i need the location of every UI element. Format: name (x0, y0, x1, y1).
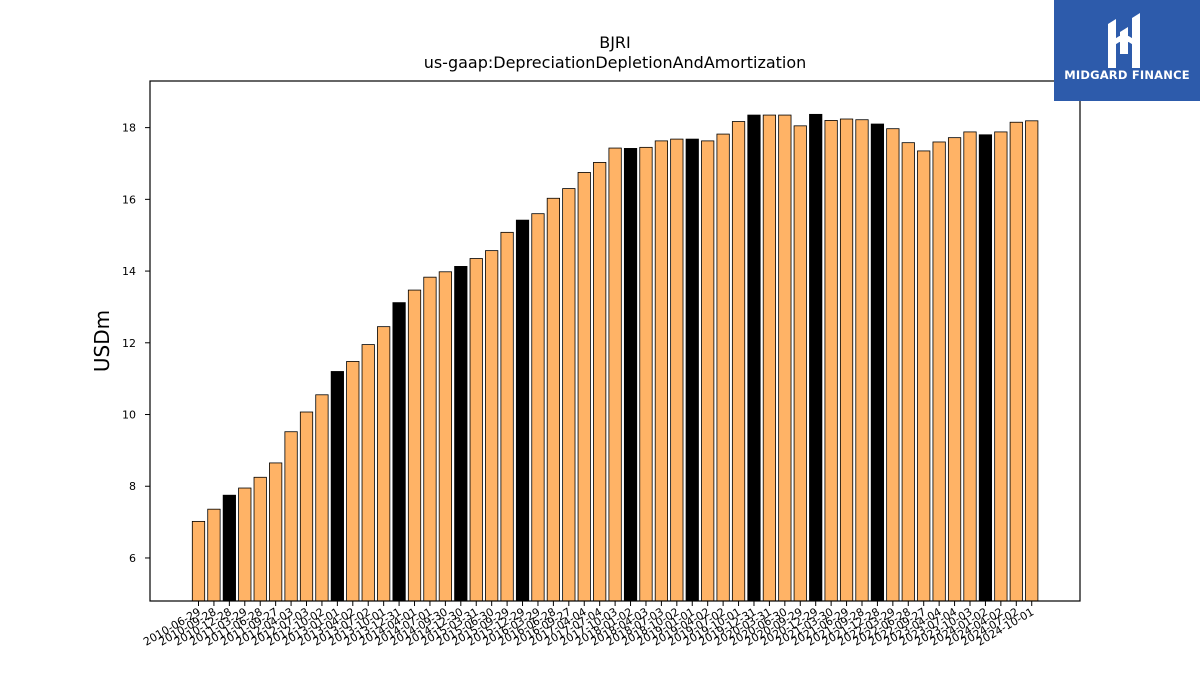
y-tick-label: 12 (122, 337, 136, 350)
bar-2010-06-29 (191, 520, 206, 602)
bar-2021-06-29 (839, 118, 854, 602)
bar-2015-06-30 (485, 250, 499, 602)
bar-2017-10-03 (608, 147, 622, 602)
bar-2018-07-03 (654, 140, 669, 602)
bar-2022-03-29 (886, 128, 900, 602)
x-axis: 2010-06-292010-09-282010-12-282011-03-29… (141, 601, 1036, 649)
bar-2018-01-02 (623, 148, 638, 602)
bar-2013-12-31 (392, 302, 406, 602)
bar-2022-09-27 (917, 150, 931, 602)
bar-2012-04-03 (284, 431, 298, 602)
y-tick-label: 14 (122, 265, 136, 278)
y-tick-label: 8 (129, 480, 136, 493)
bar-2013-04-02 (346, 361, 360, 602)
bar-2020-06-30 (778, 114, 792, 602)
bar-2014-12-30 (454, 266, 468, 602)
bar-2010-09-28 (207, 508, 221, 602)
bar-2012-07-03 (299, 411, 314, 602)
midgard-m-logo-icon (1108, 13, 1140, 68)
bar-2019-12-31 (747, 114, 761, 602)
chart-title: BJRI (599, 33, 631, 52)
bar-2022-06-28 (901, 142, 915, 602)
y-tick-label: 16 (122, 193, 136, 206)
bar-2024-10-01 (1025, 120, 1039, 602)
chart-subtitle: us-gaap:DepreciationDepletionAndAmortiza… (424, 53, 807, 72)
y-tick-label: 6 (129, 552, 136, 565)
bar-2019-01-01 (685, 138, 699, 602)
bar-2024-01-02 (978, 134, 993, 602)
bar-2020-03-31 (762, 114, 777, 602)
bar-2010-12-28 (222, 494, 236, 602)
bar-2021-12-28 (870, 123, 885, 602)
bar-2021-03-30 (824, 120, 838, 602)
bar-2012-10-02 (315, 394, 329, 602)
bar-2023-07-04 (947, 137, 962, 602)
bar-2024-07-02 (1009, 121, 1023, 602)
bar-2013-07-02 (361, 344, 375, 602)
bar-2015-03-31 (469, 258, 483, 602)
bar-2014-09-30 (438, 271, 452, 602)
y-tick-label: 10 (122, 409, 136, 422)
bar-2014-04-01 (407, 289, 422, 602)
bar-2014-07-01 (423, 276, 437, 602)
bar-2016-03-29 (531, 213, 545, 602)
bar-2023-10-03 (963, 131, 977, 602)
bar-2016-09-27 (562, 188, 576, 602)
bar-2013-01-01 (330, 371, 344, 602)
bar-2016-06-28 (546, 197, 560, 602)
bar-2024-04-02 (994, 131, 1008, 602)
y-tick-label: 18 (122, 122, 136, 135)
brand-logo: MIDGARD FINANCE (1054, 0, 1200, 101)
bar-2011-03-29 (238, 487, 252, 602)
bar-2013-10-01 (377, 326, 391, 602)
plot-frame (149, 80, 1081, 602)
bar-2019-10-01 (731, 121, 746, 602)
bar-2015-12-29 (515, 219, 530, 602)
bars-group (191, 113, 1039, 602)
bar-2018-10-02 (670, 138, 684, 602)
bar-2011-06-28 (253, 476, 267, 602)
bar-2019-04-02 (701, 140, 715, 602)
y-axis-label: USDm (90, 310, 114, 372)
y-axis: 6 8 10 12 14 16 18 (122, 122, 150, 565)
bar-2021-09-28 (855, 119, 869, 602)
bar-2017-07-04 (593, 162, 607, 602)
bar-2011-09-27 (269, 462, 283, 602)
bar-2018-04-03 (639, 146, 653, 602)
bar-2017-04-04 (577, 172, 591, 602)
bar-2020-12-29 (809, 113, 823, 602)
bar-2019-07-02 (716, 133, 730, 602)
bar-2023-04-04 (932, 141, 946, 602)
bar-2020-09-29 (793, 125, 807, 602)
bar-2015-09-29 (500, 231, 514, 602)
logo-text: MIDGARD FINANCE (1064, 68, 1190, 82)
